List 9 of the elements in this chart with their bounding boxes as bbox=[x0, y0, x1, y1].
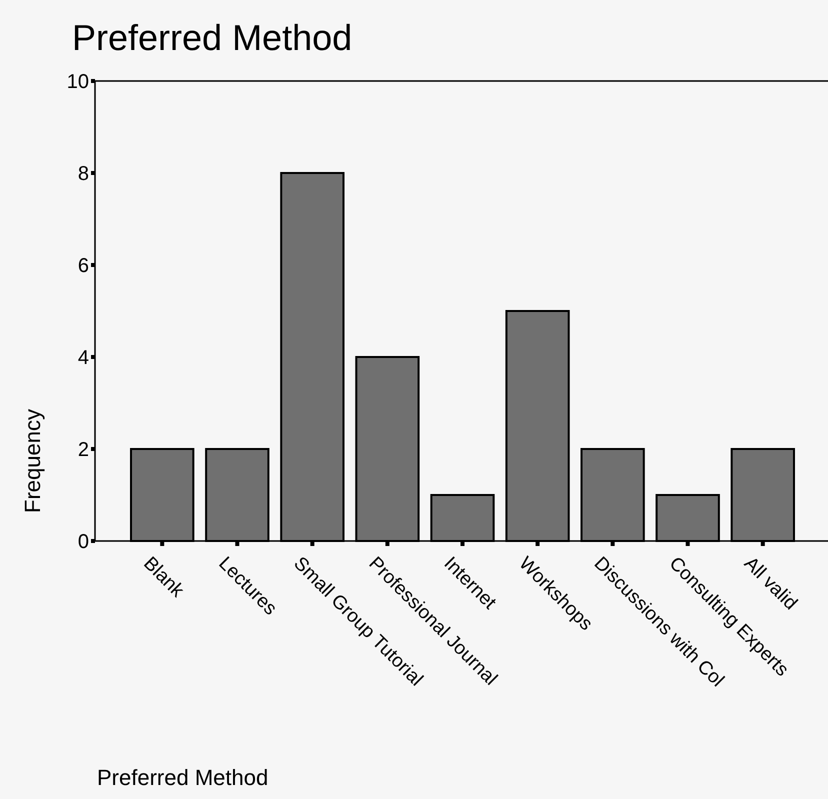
y-tick-label: 8 bbox=[78, 163, 89, 185]
y-tick-label: 6 bbox=[78, 255, 89, 277]
y-tick-label: 4 bbox=[78, 347, 89, 369]
y-tick-label: 10 bbox=[66, 71, 89, 93]
y-tick-label: 2 bbox=[78, 439, 89, 461]
y-tick-label: 0 bbox=[78, 531, 89, 553]
x-axis-title: Preferred Method bbox=[97, 765, 268, 790]
chart-title: Preferred Method bbox=[72, 17, 352, 58]
y-axis-title: Frequency bbox=[20, 409, 45, 513]
